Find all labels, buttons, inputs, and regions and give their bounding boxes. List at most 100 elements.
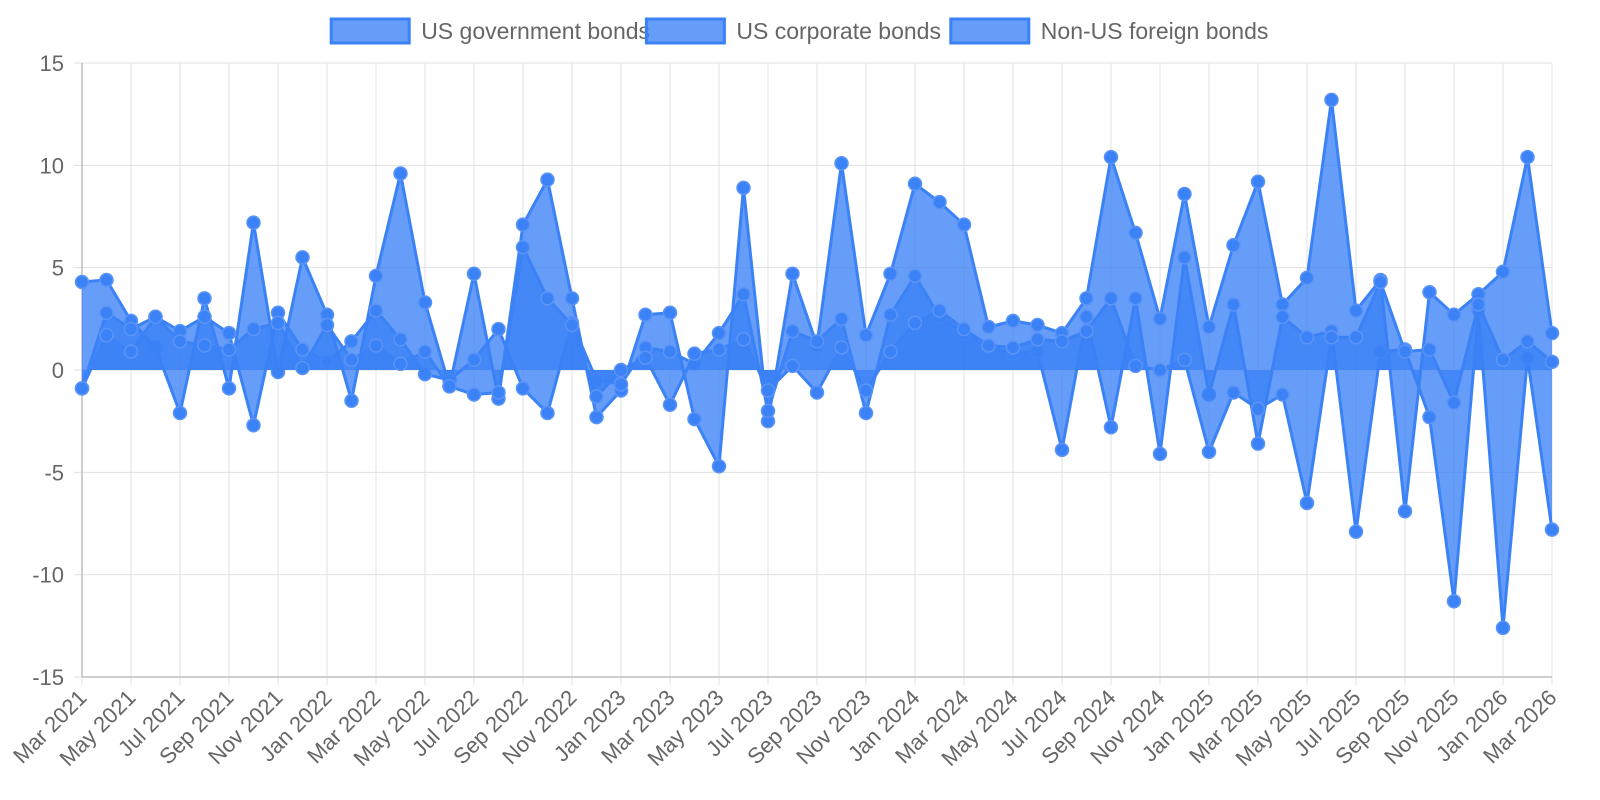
data-point[interactable] <box>858 405 874 421</box>
data-point[interactable] <box>1128 358 1143 374</box>
data-point[interactable] <box>1446 594 1462 609</box>
data-point[interactable] <box>1544 354 1560 370</box>
data-point[interactable] <box>540 291 555 306</box>
data-point[interactable] <box>736 180 751 196</box>
data-point[interactable] <box>1446 307 1462 322</box>
data-point[interactable] <box>932 194 947 210</box>
data-point[interactable] <box>393 166 408 181</box>
data-point[interactable] <box>760 403 776 419</box>
data-point[interactable] <box>1177 186 1192 202</box>
data-point[interactable] <box>1299 495 1315 511</box>
data-point[interactable] <box>662 397 678 413</box>
data-point[interactable] <box>1250 401 1266 417</box>
data-point[interactable] <box>1079 291 1094 306</box>
data-point[interactable] <box>1054 442 1070 458</box>
data-point[interactable] <box>368 303 384 318</box>
data-point[interactable] <box>1030 332 1045 347</box>
data-point[interactable] <box>197 309 212 325</box>
data-point[interactable] <box>1128 225 1143 241</box>
data-point[interactable] <box>564 317 580 333</box>
data-point[interactable] <box>858 327 874 343</box>
data-point[interactable] <box>1250 436 1266 451</box>
data-point[interactable] <box>613 377 629 392</box>
data-point[interactable] <box>1152 362 1168 378</box>
data-point[interactable] <box>1226 237 1241 253</box>
data-point[interactable] <box>491 385 506 400</box>
data-point[interactable] <box>246 321 261 337</box>
data-point[interactable] <box>662 305 678 320</box>
data-point[interactable] <box>221 342 237 357</box>
data-point[interactable] <box>1299 270 1315 286</box>
data-point[interactable] <box>1348 303 1364 318</box>
data-point[interactable] <box>1397 503 1413 519</box>
data-point[interactable] <box>1250 174 1266 189</box>
data-point[interactable] <box>1471 297 1486 312</box>
data-point[interactable] <box>515 217 531 232</box>
data-point[interactable] <box>1544 522 1560 537</box>
data-point[interactable] <box>1079 309 1094 325</box>
data-point[interactable] <box>1495 620 1511 636</box>
data-point[interactable] <box>246 215 261 230</box>
data-point[interactable] <box>1152 446 1168 462</box>
data-point[interactable] <box>1030 317 1045 333</box>
data-point[interactable] <box>1275 297 1290 312</box>
data-point[interactable] <box>858 383 874 398</box>
data-point[interactable] <box>1152 311 1168 327</box>
data-point[interactable] <box>1103 420 1119 435</box>
data-point[interactable] <box>221 381 237 396</box>
data-point[interactable] <box>319 317 335 333</box>
data-point[interactable] <box>1201 444 1217 460</box>
data-point[interactable] <box>344 334 359 349</box>
data-point[interactable] <box>956 217 972 232</box>
data-point[interactable] <box>785 266 800 282</box>
data-point[interactable] <box>1348 330 1364 345</box>
data-point[interactable] <box>1520 334 1535 349</box>
data-point[interactable] <box>344 352 359 368</box>
data-point[interactable] <box>711 342 727 357</box>
data-point[interactable] <box>74 274 90 290</box>
data-point[interactable] <box>417 295 433 310</box>
data-point[interactable] <box>589 389 604 404</box>
data-point[interactable] <box>123 321 139 337</box>
data-point[interactable] <box>883 266 898 282</box>
data-point[interactable] <box>417 344 433 359</box>
data-point[interactable] <box>1495 264 1511 280</box>
data-point[interactable] <box>1103 291 1119 306</box>
data-point[interactable] <box>1544 325 1560 341</box>
data-point[interactable] <box>148 309 163 325</box>
data-point[interactable] <box>540 405 555 421</box>
data-point[interactable] <box>613 362 629 378</box>
data-point[interactable] <box>760 383 776 398</box>
data-point[interactable] <box>809 385 825 400</box>
data-point[interactable] <box>442 379 457 394</box>
data-point[interactable] <box>1054 334 1070 349</box>
data-point[interactable] <box>515 239 531 255</box>
data-point[interactable] <box>295 360 310 376</box>
data-point[interactable] <box>687 346 702 361</box>
data-point[interactable] <box>1520 149 1535 165</box>
data-point[interactable] <box>1177 352 1192 368</box>
data-point[interactable] <box>1005 313 1021 329</box>
data-point[interactable] <box>1422 342 1437 357</box>
data-point[interactable] <box>981 319 996 335</box>
data-point[interactable] <box>687 411 702 427</box>
data-point[interactable] <box>466 387 482 402</box>
data-point[interactable] <box>638 350 653 365</box>
data-point[interactable] <box>246 418 261 433</box>
data-point[interactable] <box>883 307 898 322</box>
data-point[interactable] <box>1348 524 1364 539</box>
data-point[interactable] <box>1373 274 1388 290</box>
data-point[interactable] <box>1226 385 1241 400</box>
data-point[interactable] <box>1226 297 1241 312</box>
data-point[interactable] <box>344 393 359 408</box>
data-point[interactable] <box>74 381 90 396</box>
legend-item-us-government-bonds[interactable]: US government bonds <box>329 17 650 45</box>
data-point[interactable] <box>1324 92 1339 108</box>
data-point[interactable] <box>711 458 727 474</box>
data-point[interactable] <box>393 332 408 347</box>
data-point[interactable] <box>1299 330 1315 345</box>
data-point[interactable] <box>491 321 506 337</box>
data-point[interactable] <box>172 405 188 421</box>
data-point[interactable] <box>1275 309 1290 325</box>
data-point[interactable] <box>809 334 825 349</box>
